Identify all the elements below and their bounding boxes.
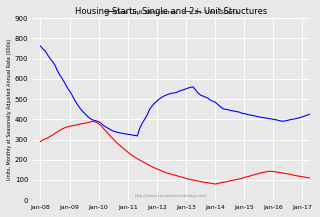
Line: One Unit Structures: One Unit Structures	[40, 28, 320, 136]
Y-axis label: Units, Monthly at Seasonally Adjusted Annual Rate (000s): Units, Monthly at Seasonally Adjusted An…	[7, 39, 12, 180]
Legend: One Unit Structures, 2+ Unit Starts: One Unit Structures, 2+ Unit Starts	[102, 7, 241, 17]
Line: 2+ Unit Starts: 2+ Unit Starts	[40, 113, 320, 184]
Title: Housing Starts, Single and 2+ Unit Structures: Housing Starts, Single and 2+ Unit Struc…	[75, 7, 268, 16]
Text: http://www.calculatedriskblog.com/: http://www.calculatedriskblog.com/	[135, 194, 208, 198]
